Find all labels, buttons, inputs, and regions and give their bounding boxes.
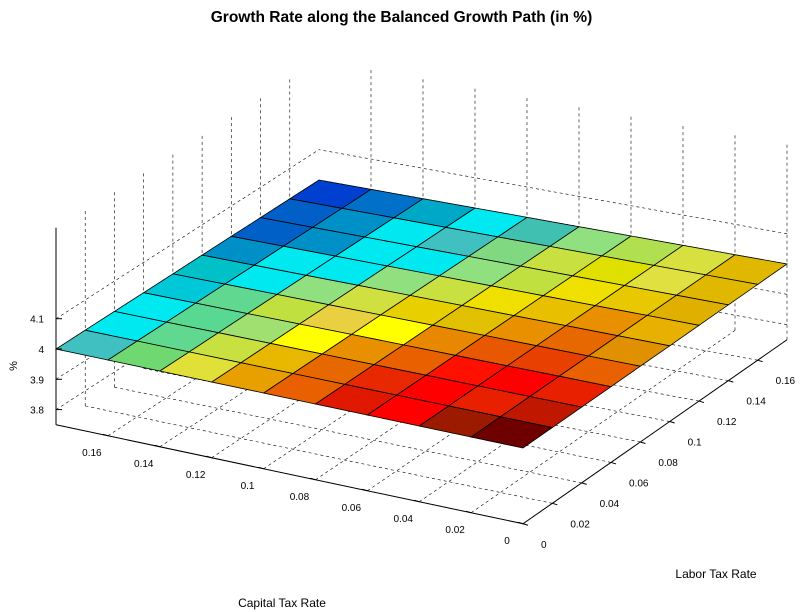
labor-tax-tick-label: 0.1 [688, 438, 702, 449]
labor-tax-tick-label: 0.04 [600, 499, 620, 510]
chart-title: Growth Rate along the Balanced Growth Pa… [210, 9, 593, 26]
floor-gridline [85, 405, 553, 504]
floor-gridline [114, 386, 582, 484]
z-tick-label: 4 [38, 345, 44, 356]
capital-tax-tick [102, 433, 109, 437]
back-wall-gridline [318, 149, 788, 234]
z-tick-label: 4.1 [30, 315, 44, 326]
labor-tax-tick-label: 0.06 [629, 478, 649, 489]
capital-tax-tick-label: 0.14 [134, 459, 154, 470]
capital-tax-tick-label: 0.16 [82, 448, 102, 459]
labor-tax-tick-label: 0.14 [746, 397, 766, 408]
labor-tax-tick [757, 359, 763, 363]
z-tick-label: 3.8 [30, 406, 44, 417]
capital-tax-tick-label: 0.06 [342, 503, 362, 514]
z-axis-label: % [8, 361, 20, 371]
z-tick-label: 3.9 [30, 375, 44, 386]
axis-layer: 00.020.040.060.080.10.120.140.1600.020.0… [30, 227, 796, 551]
capital-tax-tick [154, 444, 160, 448]
capital-tax-tick [465, 510, 472, 514]
labor-tax-tick-label: 0.12 [717, 417, 737, 428]
labor-tax-tick [610, 461, 617, 465]
labor-tax-tick [698, 400, 705, 404]
y-axis-label: Labor Tax Rate [675, 567, 756, 581]
capital-tax-tick-label: 0.12 [186, 470, 206, 481]
capital-tax-tick [517, 521, 524, 525]
labor-tax-tick [581, 482, 587, 485]
labor-tax-tick [552, 502, 558, 506]
labor-tax-tick [669, 421, 675, 424]
labor-tax-tick-label: 0.08 [658, 458, 678, 469]
labor-tax-tick [522, 523, 529, 526]
capital-tax-tick [362, 488, 368, 492]
labor-tax-tick-label: 0.02 [570, 519, 590, 530]
labor-tax-axis [522, 339, 788, 525]
capital-tax-tick-label: 0.04 [393, 514, 413, 525]
capital-tax-tick [310, 477, 316, 481]
side-wall-gridline [55, 149, 320, 319]
capital-tax-tick [206, 455, 212, 459]
x-axis-label: Capital Tax Rate [238, 596, 326, 610]
labor-tax-tick-label: 0.16 [776, 376, 796, 387]
capital-tax-axis [55, 424, 524, 525]
capital-tax-tick [414, 499, 420, 503]
labor-tax-tick-label: 0 [541, 540, 547, 551]
surface-cell [54, 329, 139, 361]
capital-tax-tick-label: 0 [504, 536, 510, 547]
labor-tax-tick [728, 380, 734, 383]
capital-tax-tick-label: 0.1 [241, 481, 255, 492]
capital-tax-tick-label: 0.02 [445, 525, 465, 536]
surface-layer [54, 179, 789, 449]
capital-tax-tick-label: 0.08 [290, 492, 310, 503]
capital-tax-tick [258, 466, 264, 470]
labor-tax-tick [640, 441, 646, 444]
